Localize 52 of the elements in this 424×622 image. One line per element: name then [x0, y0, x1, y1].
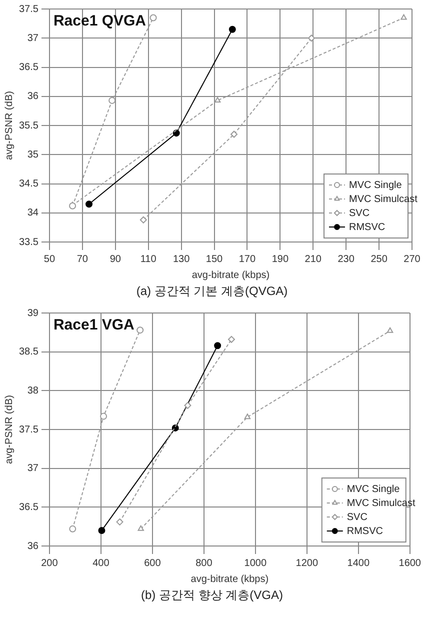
x-tick-label: 1400	[347, 558, 370, 569]
chart-title: Race1 QVGA	[53, 12, 146, 30]
legend-label: RMSVC	[346, 526, 383, 537]
x-tick-label: 1000	[244, 558, 267, 569]
y-tick-label: 37.5	[18, 4, 39, 15]
legend-label: MVC Single	[346, 484, 400, 495]
y-tick-label: 33.5	[18, 236, 39, 248]
y-tick-label: 35.5	[18, 120, 39, 132]
y-tick-label: 37.5	[18, 424, 39, 436]
x-tick-label: 800	[196, 558, 213, 569]
y-tick-label: 37	[27, 463, 39, 474]
x-tick-label: 170	[238, 254, 256, 265]
text: (b) 공간적 향상 계층(VGA)	[140, 587, 284, 604]
legend-label: RMSVC	[349, 222, 386, 233]
x-tick-label: 130	[172, 254, 190, 265]
x-tick-label: 110	[140, 254, 157, 265]
x-tick-label: 600	[144, 558, 162, 569]
x-tick-label: 400	[92, 558, 110, 569]
y-tick-label: 34	[27, 208, 39, 219]
chart-title: Race1 VGA	[53, 316, 135, 334]
y-tick-label: 39	[27, 308, 39, 319]
y-tick-label: 38	[27, 385, 39, 396]
legend-label: SVC	[346, 512, 368, 523]
x-tick-label: 150	[206, 254, 224, 265]
legend-label: MVC Simulcast	[349, 194, 418, 205]
y-tick-label: 38.5	[18, 346, 39, 358]
y-tick-label: 35	[27, 149, 39, 160]
y-axis-title: avg-PSNR (dB)	[4, 395, 15, 464]
y-tick-label: 36	[27, 91, 39, 102]
x-tick-label: 210	[304, 254, 322, 265]
x-tick-label: 270	[404, 254, 421, 265]
y-axis-title: avg-PSNR (dB)	[4, 91, 15, 160]
x-axis-title: avg-bitrate (kbps)	[190, 574, 269, 585]
legend-label: SVC	[349, 208, 370, 219]
x-tick-label: 200	[41, 558, 58, 569]
x-tick-label: 1600	[398, 558, 422, 569]
legend-label: MVC Single	[349, 180, 402, 191]
y-tick-label: 36.5	[18, 502, 39, 513]
x-axis-title: avg-bitrate (kbps)	[192, 270, 270, 281]
legend-label: MVC Simulcast	[346, 498, 416, 509]
text: (a) 공간적 기본 계층(QVGA)	[135, 283, 289, 300]
x-tick-label: 90	[110, 254, 122, 265]
x-tick-label: 230	[338, 254, 355, 265]
y-tick-label: 36	[27, 540, 39, 552]
x-tick-label: 190	[272, 254, 289, 265]
x-tick-label: 70	[76, 254, 88, 265]
x-tick-label: 50	[44, 254, 56, 265]
x-tick-label: 250	[370, 254, 388, 265]
y-tick-label: 34.5	[18, 178, 39, 190]
y-tick-label: 37	[27, 32, 39, 44]
y-tick-label: 36.5	[18, 62, 39, 73]
x-tick-label: 1200	[296, 558, 318, 569]
